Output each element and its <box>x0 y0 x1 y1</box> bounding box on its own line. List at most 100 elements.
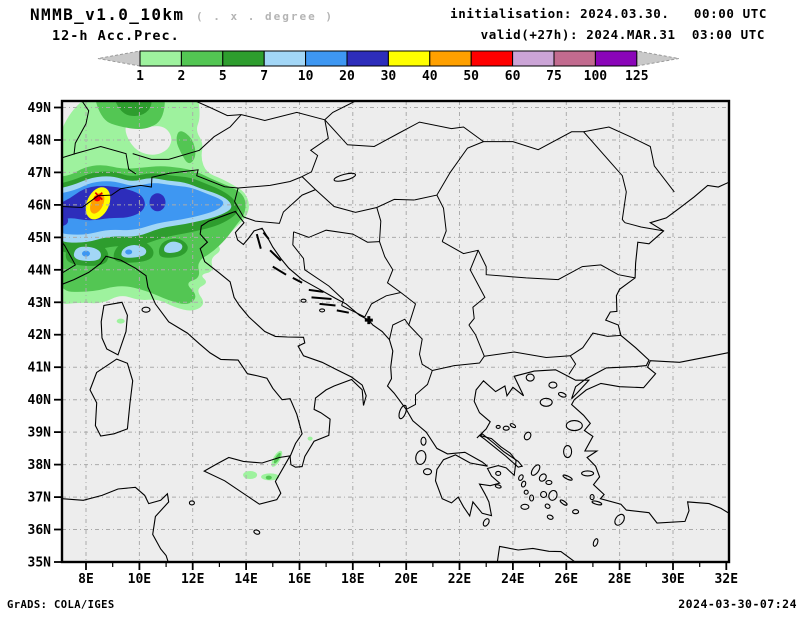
island <box>415 450 427 465</box>
island-sliver <box>255 233 262 249</box>
border-path <box>234 187 244 218</box>
colorbar-segment <box>180 50 224 67</box>
island <box>482 518 490 527</box>
island-sliver <box>262 231 270 240</box>
precip-contour <box>62 214 69 227</box>
precip-contour <box>307 436 313 441</box>
coastline-path <box>570 352 729 524</box>
island <box>572 509 580 515</box>
colorbar-level-label: 125 <box>625 69 648 84</box>
lon-label: 28E <box>608 572 631 587</box>
render-timestamp: 2024-03-30-07:24 <box>678 597 797 611</box>
colorbar-segment <box>263 50 307 67</box>
lat-label: 46N <box>28 198 52 213</box>
border-path <box>293 229 380 243</box>
island <box>525 373 535 382</box>
map-area <box>60 99 731 564</box>
coastlines <box>62 172 729 562</box>
border-path <box>341 305 366 318</box>
island <box>502 425 510 431</box>
lon-label: 16E <box>288 572 311 587</box>
island <box>523 489 529 495</box>
lat-label: 47N <box>28 166 52 181</box>
colorbar-level-label: 30 <box>381 69 397 84</box>
border-path <box>364 292 401 318</box>
colorbar-segment <box>470 50 514 67</box>
island-coastline <box>100 301 128 356</box>
colorbar-segment <box>594 50 638 67</box>
colorbar-level-label: 20 <box>339 69 355 84</box>
island <box>494 484 502 489</box>
lon-label: 18E <box>341 572 364 587</box>
lat-label: 43N <box>28 296 52 311</box>
island-coastline <box>496 545 575 562</box>
border-path <box>324 119 484 148</box>
border-path <box>468 324 485 357</box>
border-path <box>624 222 664 232</box>
island-sliver <box>308 288 324 293</box>
island <box>520 503 530 510</box>
island <box>565 420 583 432</box>
precip-contour <box>115 101 152 116</box>
island <box>509 423 517 429</box>
lon-label: 10E <box>128 572 151 587</box>
border-path <box>292 231 345 306</box>
colorbar-segment <box>429 50 472 67</box>
island-coastline <box>203 455 292 505</box>
lat-label: 45N <box>28 231 52 246</box>
island <box>544 503 551 509</box>
grads-credit: GrADS: COLA/IGES <box>7 599 115 611</box>
lat-label: 48N <box>28 134 52 149</box>
island <box>529 494 535 502</box>
island-sliver <box>311 296 332 300</box>
lon-label: 24E <box>501 572 524 587</box>
colorbar-segment <box>553 50 596 67</box>
island <box>398 404 407 420</box>
map-frame <box>60 99 731 564</box>
island <box>319 308 326 313</box>
colorbar-segment <box>387 50 431 67</box>
lon-label: 20E <box>394 572 417 587</box>
lon-label: 14E <box>234 572 257 587</box>
island-sliver <box>336 309 349 314</box>
lat-label: 41N <box>28 361 52 376</box>
lat-label: 38N <box>28 458 52 473</box>
lat-label: 40N <box>28 393 52 408</box>
colorbar-segment <box>346 50 389 67</box>
precip-contour <box>116 318 125 324</box>
coastline-path <box>62 486 170 562</box>
coastline-path <box>62 181 729 518</box>
axes: 49N 48N 47N 46N 45N 44N 43N 42N 41N 40N 39N 38N 37N 3… <box>28 101 739 587</box>
island <box>546 514 554 520</box>
border-path <box>238 176 303 189</box>
island <box>614 513 625 526</box>
lon-label: 32E <box>715 572 738 587</box>
border-path <box>441 241 636 281</box>
precip-contour <box>176 131 196 164</box>
border-path <box>243 189 316 224</box>
colorbar-level-label: 100 <box>584 69 608 84</box>
island <box>518 474 524 481</box>
island <box>591 500 603 506</box>
graticule <box>62 101 729 562</box>
island <box>141 306 151 313</box>
border-path <box>484 351 571 359</box>
colorbar-level-label: 50 <box>463 69 479 84</box>
precip-contour <box>149 193 166 212</box>
colorbar: 1 2 5 7 10 20 30 40 50 60 75 100 125 <box>97 50 679 84</box>
island-sliver <box>292 277 303 284</box>
border-path <box>388 292 417 340</box>
model-resolution-note: ( . x . degree ) <box>196 10 334 23</box>
island <box>540 490 548 499</box>
precip-contour <box>163 241 183 253</box>
island-coastline <box>89 358 134 437</box>
island <box>589 494 595 501</box>
colorbar-level-label: 5 <box>219 69 227 84</box>
island <box>495 470 502 476</box>
island <box>545 479 553 486</box>
lat-label: 37N <box>28 491 52 506</box>
colorbar-level-label: 2 <box>177 69 185 84</box>
island <box>581 470 595 477</box>
